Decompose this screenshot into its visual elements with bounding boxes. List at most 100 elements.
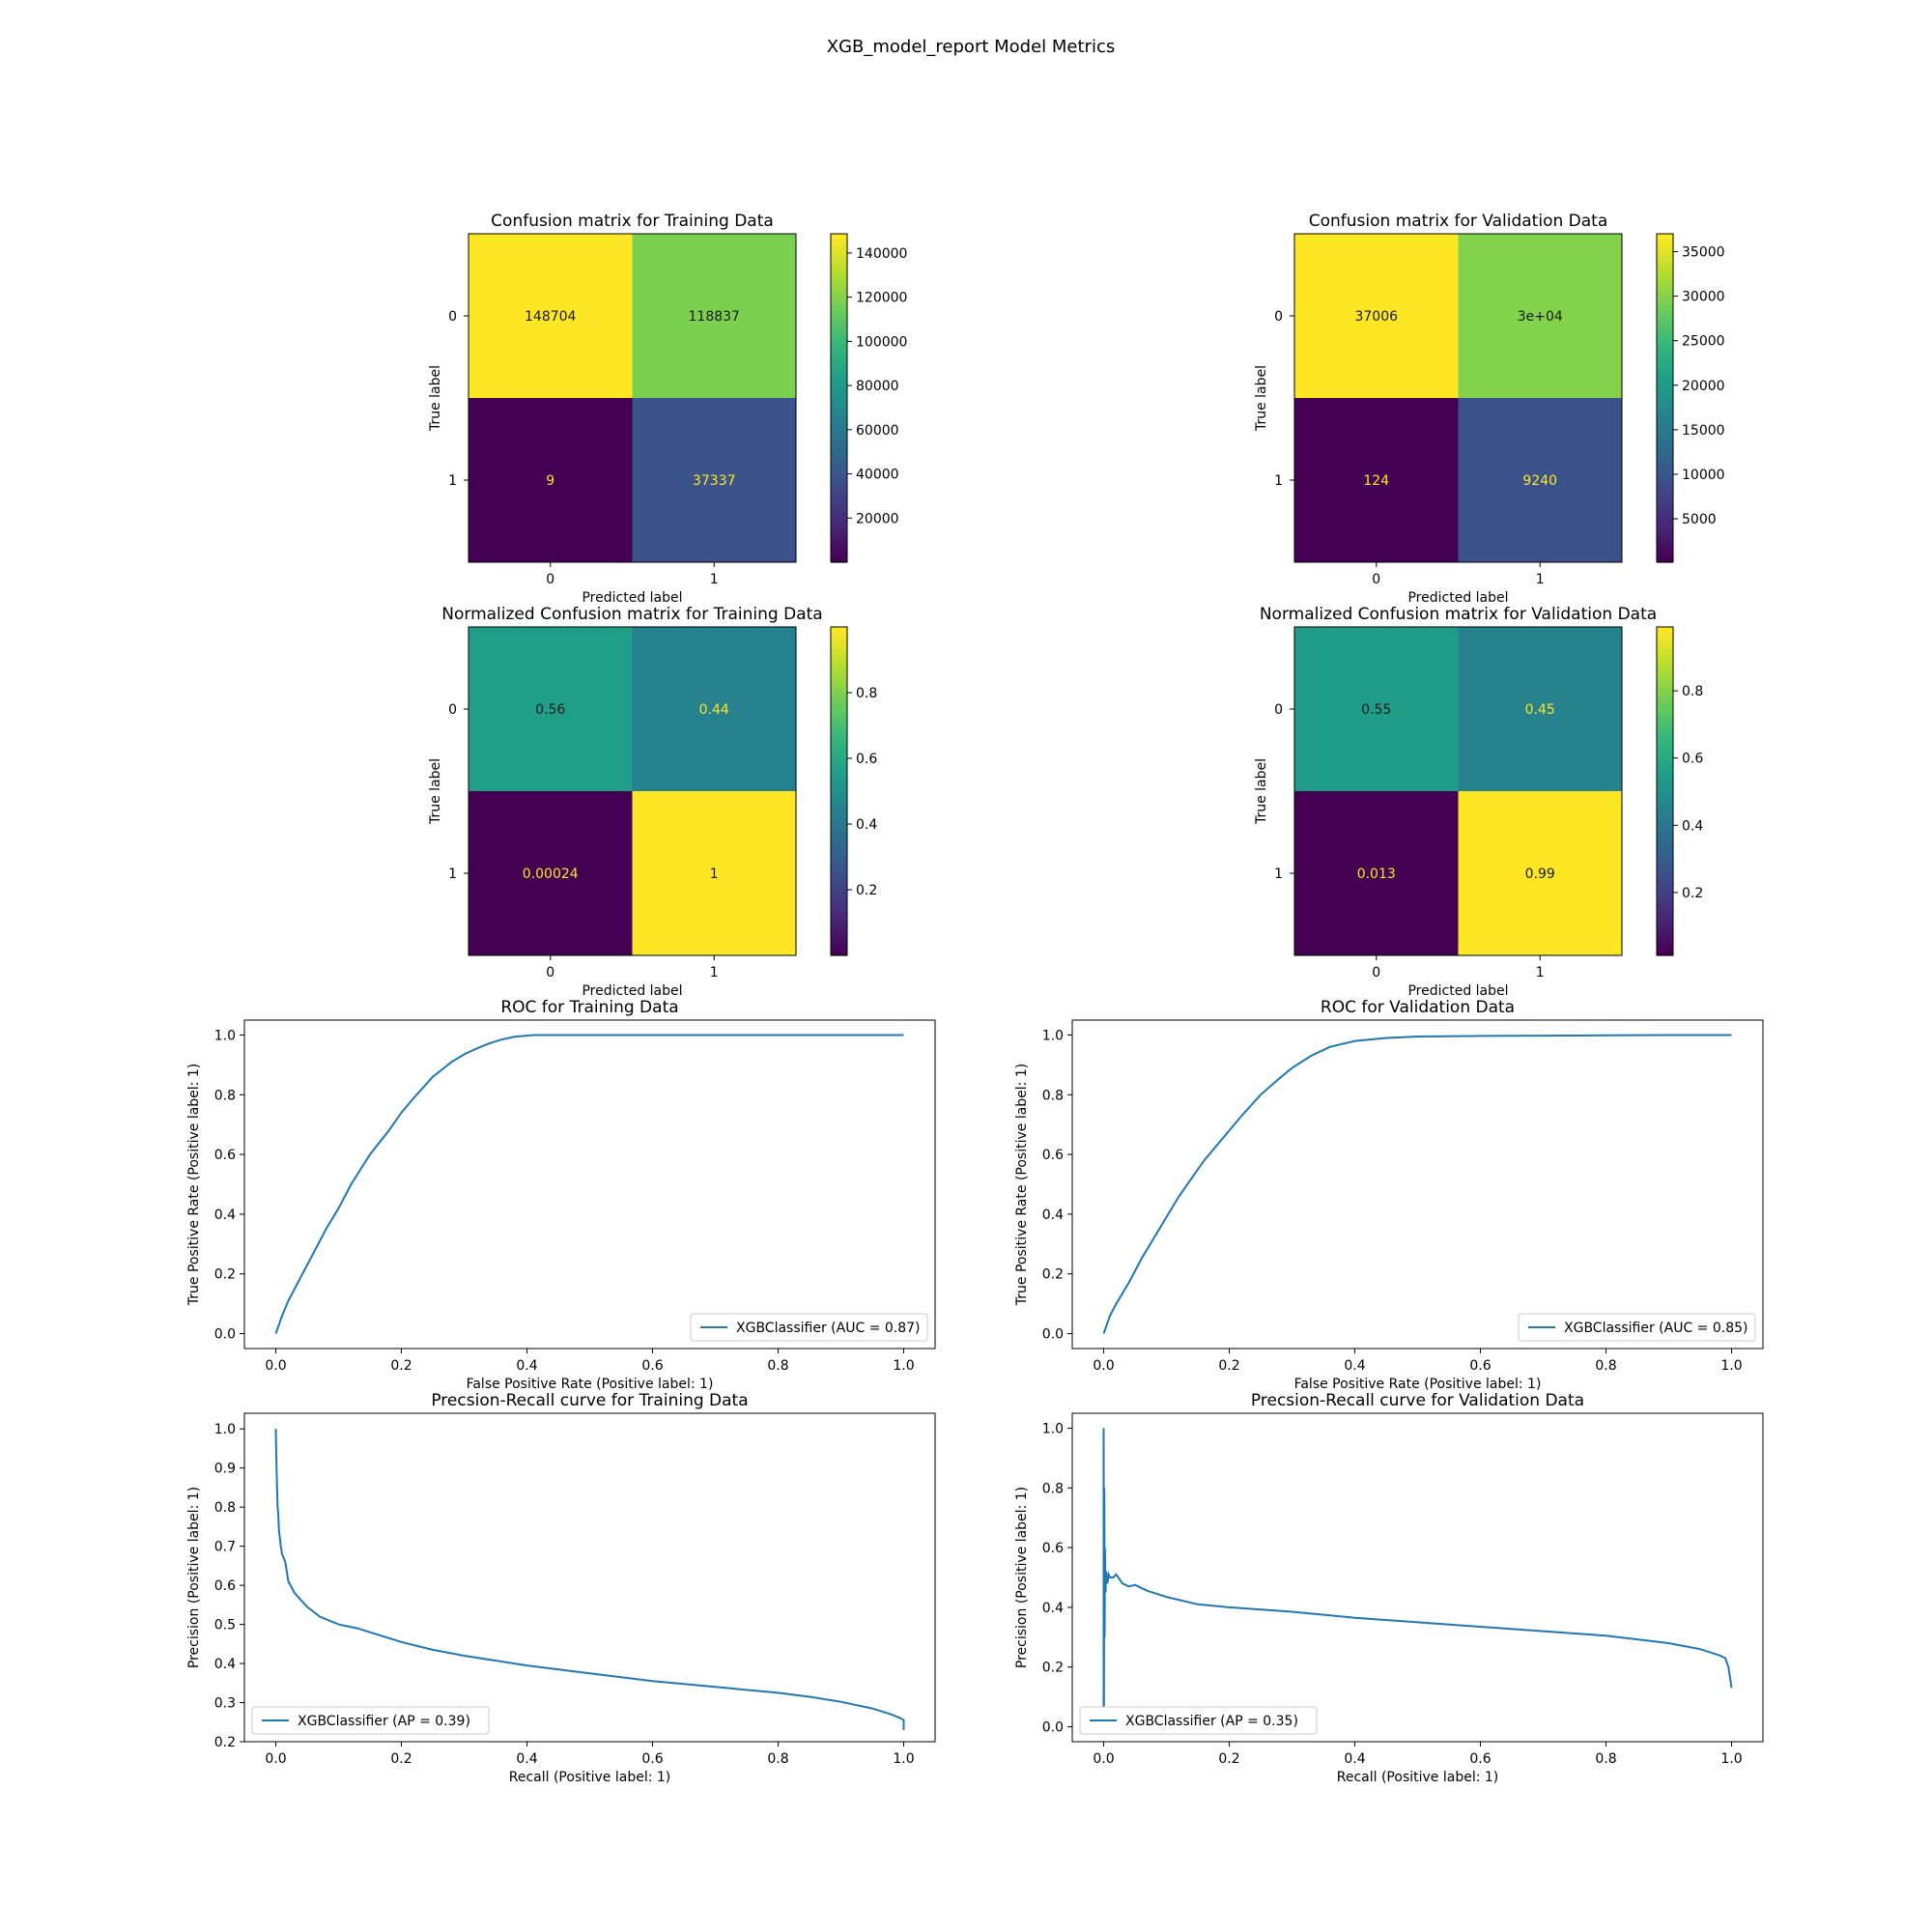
colorbar-segment [831, 299, 847, 306]
legend-label: XGBClassifier (AP = 0.35) [1125, 1714, 1298, 1729]
heatmap-cell [1458, 791, 1623, 956]
x-tick-label: 0 [1372, 572, 1380, 587]
colorbar-segment [1657, 469, 1673, 475]
chart-title: ROC for Validation Data [1321, 998, 1515, 1017]
x-tick-label: 1.0 [1720, 1358, 1742, 1374]
x-tick-label: 0.0 [265, 1751, 286, 1767]
heatmap-frame [1293, 233, 1623, 563]
colorbar-segment [1657, 239, 1673, 245]
x-axis-label: Predicted label [1407, 590, 1508, 606]
x-tick-label: 0.6 [641, 1358, 663, 1374]
colorbar-segment [1657, 354, 1673, 360]
colorbar-tick-label: 20000 [1682, 379, 1725, 394]
colorbar-segment [1657, 534, 1673, 541]
colorbar-segment [1657, 829, 1673, 836]
x-tick-label: 1 [1536, 965, 1545, 980]
colorbar-segment [1657, 403, 1673, 410]
colorbar-segment [1657, 950, 1673, 956]
y-axis-label: True label [1254, 758, 1269, 825]
heatmap-cell [469, 234, 633, 399]
colorbar-segment [1657, 906, 1673, 913]
colorbar-segment [831, 730, 847, 737]
colorbar-segment [1657, 337, 1673, 344]
x-axis-label: Recall (Positive label: 1) [1337, 1770, 1499, 1785]
colorbar-segment [831, 835, 847, 841]
y-tick-label: 0.2 [214, 1735, 236, 1750]
cell-value-label: 1 [710, 867, 719, 882]
colorbar-segment [1657, 900, 1673, 907]
colorbar-segment [1657, 884, 1673, 891]
x-tick-label: 0.8 [767, 1751, 788, 1767]
x-tick-label: 0.4 [1344, 1358, 1365, 1374]
colorbar-segment [1657, 796, 1673, 803]
colorbar-segment [1657, 927, 1673, 934]
colorbar-segment [1657, 851, 1673, 858]
y-tick-label: 0 [448, 702, 457, 718]
colorbar-tick-label: 15000 [1682, 423, 1725, 439]
colorbar-tick-label: 35000 [1682, 244, 1725, 260]
colorbar-segment [1657, 529, 1673, 536]
colorbar-segment [1657, 769, 1673, 776]
x-tick-label: 1.0 [893, 1358, 914, 1374]
x-axis-label: Predicted label [582, 983, 682, 999]
x-axis-label: False Positive Rate (Positive label: 1) [1294, 1377, 1542, 1392]
colorbar-segment [1657, 873, 1673, 880]
colorbar-segment [831, 239, 847, 245]
colorbar-segment [1657, 862, 1673, 868]
colorbar-segment [1657, 441, 1673, 448]
y-tick-label: 0 [1274, 702, 1283, 718]
y-tick-label: 1.0 [214, 1028, 236, 1043]
x-axis-label: False Positive Rate (Positive label: 1) [467, 1377, 714, 1392]
colorbar-segment [831, 796, 847, 803]
colorbar-segment [831, 441, 847, 448]
colorbar-segment [831, 769, 847, 776]
colorbar-segment [1657, 382, 1673, 388]
colorbar-segment [831, 386, 847, 393]
colorbar-segment [1657, 271, 1673, 278]
colorbar-segment [831, 824, 847, 831]
linechart-pr_train: Precsion-Recall curve for Training Data 0… [186, 1391, 936, 1785]
colorbar-segment [1657, 632, 1673, 639]
colorbar-segment [831, 643, 847, 650]
colorbar-segment [831, 775, 847, 781]
colorbar-segment [831, 857, 847, 864]
colorbar-segment [831, 370, 847, 377]
plots-container: Confusion matrix for Training Data 148704… [186, 212, 1764, 1785]
colorbar-segment [831, 676, 847, 683]
colorbar-segment [1657, 742, 1673, 749]
colorbar-segment [1657, 867, 1673, 874]
x-tick-label: 0.8 [767, 1358, 788, 1374]
colorbar-segment [831, 933, 847, 940]
colorbar-segment [1657, 840, 1673, 847]
colorbar-segment [831, 458, 847, 465]
colorbar-segment [1657, 234, 1673, 241]
colorbar-segment [831, 873, 847, 880]
colorbar-segment [831, 497, 847, 503]
cell-value-label: 0.99 [1525, 867, 1555, 882]
cell-value-label: 0.44 [699, 702, 729, 718]
colorbar-segment [831, 944, 847, 951]
colorbar-segment [1657, 818, 1673, 825]
colorbar-segment [831, 890, 847, 896]
colorbar-frame [830, 626, 848, 956]
colorbar-segment [1657, 697, 1673, 704]
y-axis-label: True Positive Rate (Positive label: 1) [1014, 1064, 1030, 1306]
colorbar-segment [831, 753, 847, 759]
colorbar-segment [831, 524, 847, 530]
colorbar-segment [831, 763, 847, 770]
y-tick-label: 0.4 [214, 1657, 236, 1672]
colorbar-tick-label: 20000 [856, 511, 899, 526]
colorbar-segment [1657, 730, 1673, 737]
colorbar-segment [1657, 944, 1673, 951]
y-axis-label: True label [1254, 365, 1269, 432]
colorbar-segment [831, 349, 847, 355]
cell-value-label: 0.00024 [523, 867, 579, 882]
colorbar-segment [1657, 288, 1673, 295]
colorbar-segment [1657, 518, 1673, 525]
colorbar-segment [1657, 643, 1673, 650]
colorbar-segment [831, 911, 847, 918]
colorbar-segment [831, 507, 847, 514]
heatmap-cell [1458, 627, 1623, 792]
colorbar-segment [1657, 763, 1673, 770]
